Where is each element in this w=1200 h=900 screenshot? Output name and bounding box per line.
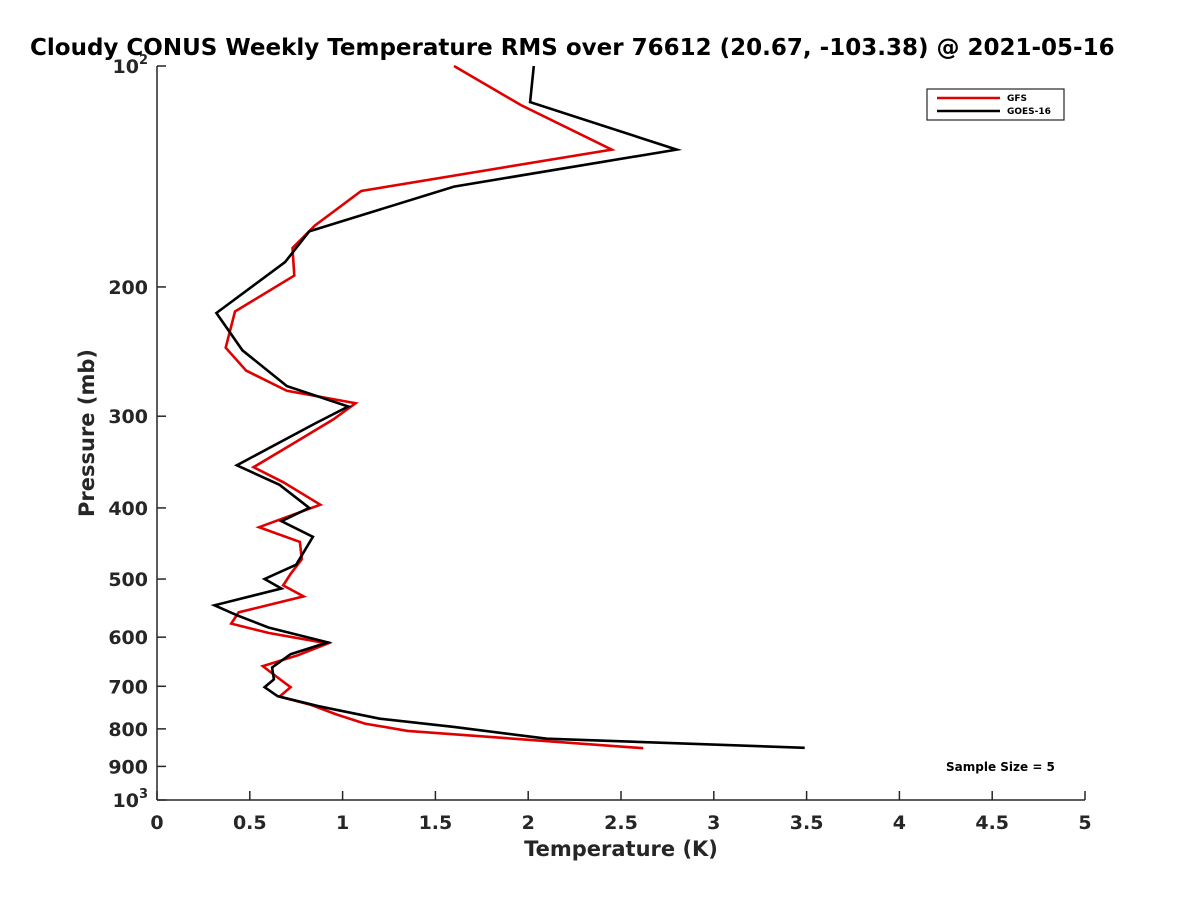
y-axis-label: Pressure (mb)	[75, 349, 99, 517]
x-tick-label: 4	[893, 812, 906, 834]
x-tick-label: 2.5	[604, 812, 638, 834]
x-tick-label: 1.5	[419, 812, 453, 834]
y-tick-label: 500	[108, 569, 148, 591]
x-ticks: 0 0.5 1 1.5 2 2.5 3 3.5 4 4.5 5	[150, 791, 1092, 834]
legend-label-gfs: GFS	[1007, 94, 1027, 104]
y-tick-label: 400	[108, 498, 148, 520]
y-tick-label: 600	[108, 627, 148, 649]
legend-box	[926, 88, 1065, 121]
legend: GFS GOES-16	[926, 88, 1065, 121]
x-tick-label: 3.5	[790, 812, 824, 834]
series-layer	[210, 64, 805, 750]
y-ticks: 102 200 300 400 500 600 700 800 900 103	[108, 53, 166, 812]
y-tick-label: 800	[108, 719, 148, 741]
sample-size-annotation: Sample Size = 5	[946, 760, 1055, 774]
series-line-gfs	[224, 64, 644, 750]
y-tick-label: 700	[108, 676, 148, 698]
y-tick-label: 103	[113, 787, 149, 812]
x-tick-label: 1	[336, 812, 349, 834]
x-axis-label: Temperature (K)	[524, 837, 718, 861]
x-tick-label: 4.5	[975, 812, 1009, 834]
x-tick-label: 5	[1078, 812, 1091, 834]
x-tick-label: 0	[150, 812, 163, 834]
y-tick-label: 102	[113, 53, 149, 78]
x-tick-label: 3	[707, 812, 720, 834]
chart-title: Cloudy CONUS Weekly Temperature RMS over…	[30, 35, 1115, 61]
y-tick-label: 900	[108, 756, 148, 778]
y-tick-label: 200	[108, 277, 148, 299]
y-tick-label: 300	[108, 406, 148, 428]
legend-label-goes16: GOES-16	[1007, 107, 1051, 117]
x-tick-label: 0.5	[233, 812, 267, 834]
x-tick-label: 2	[522, 812, 535, 834]
series-line-goes16	[210, 65, 805, 750]
